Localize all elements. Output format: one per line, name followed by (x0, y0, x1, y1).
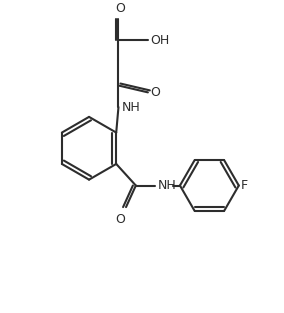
Text: F: F (241, 179, 248, 192)
Text: O: O (115, 213, 125, 226)
Text: NH: NH (157, 179, 176, 192)
Text: O: O (150, 86, 160, 99)
Text: OH: OH (150, 34, 169, 47)
Text: NH: NH (121, 100, 140, 114)
Text: O: O (116, 2, 125, 15)
